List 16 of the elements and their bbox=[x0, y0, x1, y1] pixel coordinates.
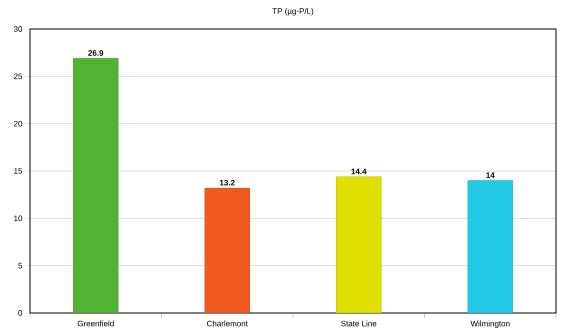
data-label: 14.4 bbox=[351, 168, 366, 174]
data-label: 26.9 bbox=[88, 50, 104, 56]
x-tick-label: State Line bbox=[341, 320, 376, 326]
data-label: 13.2 bbox=[220, 180, 235, 186]
x-tick-label: Greenfield bbox=[78, 320, 114, 326]
y-tick-label: 0 bbox=[18, 310, 22, 316]
y-tick-label: 20 bbox=[14, 120, 22, 126]
x-tick-label: Wilmington bbox=[470, 320, 510, 328]
y-tick-label: 25 bbox=[14, 73, 22, 80]
y-tick-label: 15 bbox=[14, 168, 22, 174]
data-label: 14 bbox=[486, 172, 495, 178]
y-tick-label: 10 bbox=[14, 215, 22, 222]
chart-title: TP (µg-P/L) bbox=[272, 8, 314, 16]
y-tick-label: 30 bbox=[14, 26, 22, 32]
x-tick-label: Charlemont bbox=[206, 320, 248, 326]
y-tick-label: 5 bbox=[18, 262, 22, 268]
